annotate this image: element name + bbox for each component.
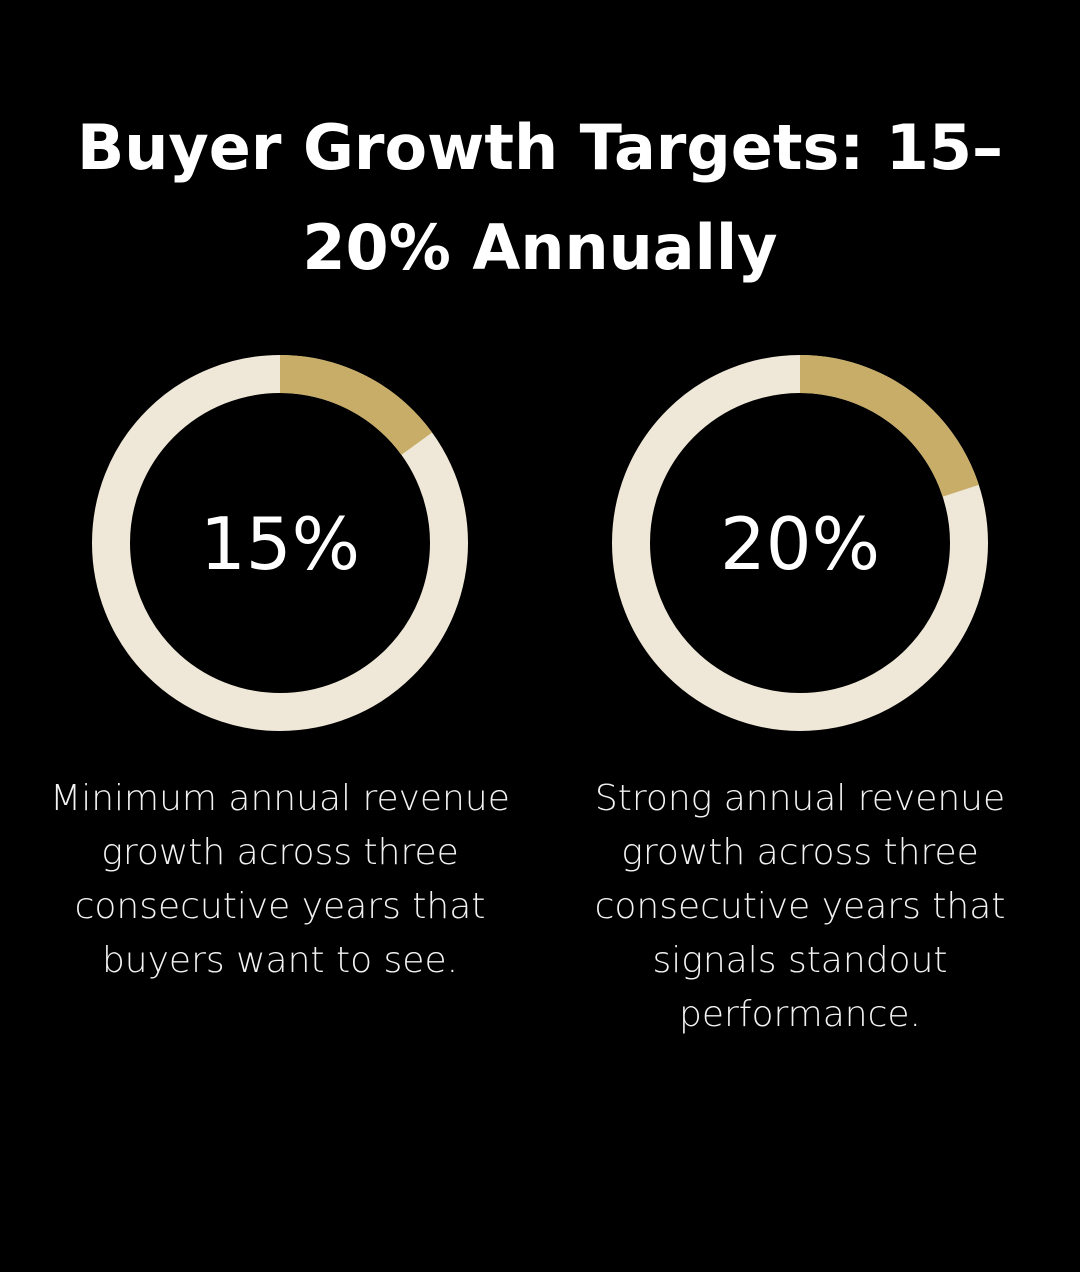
- caption: Minimum annual revenue growth across thr…: [50, 778, 510, 981]
- caption: Strong annual revenue growth across thre…: [594, 778, 1006, 1035]
- title: Buyer Growth Targets: 15–20% Annually: [76, 111, 1004, 284]
- value-label: 20%: [720, 502, 880, 586]
- donut-segment: [279, 355, 433, 456]
- value-label: 15%: [200, 502, 360, 586]
- donut-segment: [799, 355, 979, 498]
